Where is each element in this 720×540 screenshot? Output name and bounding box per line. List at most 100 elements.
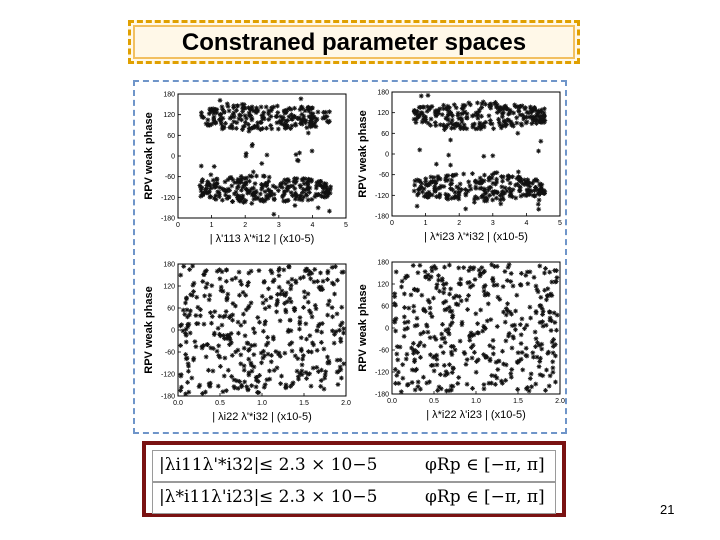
scatter-point [249, 343, 255, 348]
scatter-point [479, 194, 485, 200]
scatter-point [490, 277, 495, 282]
scatter-point [341, 330, 346, 336]
scatter-point [550, 369, 556, 375]
scatter-point [503, 103, 509, 109]
scatter-point [456, 193, 462, 199]
scatter-point [277, 318, 283, 324]
scatter-point [447, 308, 453, 314]
scatter-point [230, 177, 236, 183]
scatter-point [502, 269, 508, 274]
scatter-point [242, 379, 248, 385]
scatter-point [441, 362, 447, 368]
scatter-point [288, 107, 294, 112]
constraint-phase: φRp ∈ [−π, π] [425, 487, 545, 507]
scatter-point [266, 286, 271, 292]
scatter-point [278, 182, 284, 188]
scatter-point [310, 365, 316, 371]
scatter-point [258, 104, 264, 110]
y-tick-label: -120 [161, 372, 175, 379]
constraint-phase: φRp ∈ [−π, π] [425, 455, 545, 475]
scatter-point [425, 329, 431, 335]
scatter-point [467, 284, 473, 290]
scatter-point [440, 322, 445, 327]
scatter-point [258, 127, 263, 132]
scatter-point [218, 118, 224, 124]
scatter-point [483, 354, 489, 360]
scatter-point [295, 356, 301, 362]
scatter-point [292, 186, 298, 192]
scatter-point [415, 379, 421, 385]
scatter-point [217, 111, 223, 117]
scatter-point [246, 372, 252, 378]
y-tick-label: 120 [163, 112, 175, 119]
scatter-point [219, 104, 225, 110]
scatter-point [299, 362, 305, 368]
scatter-point [434, 285, 439, 291]
scatter-point [242, 123, 247, 129]
scatter-point [260, 173, 266, 179]
scatter-point [509, 345, 515, 351]
scatter-point [500, 196, 506, 202]
scatter-point [200, 279, 206, 284]
scatter-point [462, 187, 468, 192]
scatter-point [473, 369, 479, 375]
scatter-point [506, 262, 512, 268]
scatter-point [434, 362, 440, 368]
scatter-point [549, 318, 554, 324]
scatter-point [484, 318, 490, 324]
scatter-point [178, 373, 184, 379]
scatter-point [269, 106, 275, 112]
scatter-point [418, 184, 424, 190]
scatter-point [205, 181, 211, 187]
scatter-points [178, 263, 347, 397]
scatter-point [315, 205, 321, 211]
scatter-point [327, 109, 332, 115]
scatter-point [479, 101, 485, 107]
scatter-point [282, 350, 288, 356]
scatter-point [466, 293, 471, 298]
scatter-point [487, 356, 493, 362]
scatter-point [292, 203, 298, 208]
scatter-point [411, 350, 416, 356]
scatter-point [506, 331, 512, 336]
scatter-point [437, 288, 443, 294]
scatter-point [510, 334, 516, 340]
scatter-point [431, 368, 437, 374]
scatter-point [418, 93, 424, 99]
scatter-point [220, 288, 226, 294]
scatter-point [554, 312, 560, 318]
y-tick-label: 60 [381, 131, 389, 138]
scatter-point [235, 319, 241, 325]
scatter-point [415, 192, 420, 198]
scatter-point [412, 182, 418, 188]
scatter-point [305, 179, 311, 184]
scatter-point [464, 297, 470, 303]
scatter-point [229, 183, 235, 189]
scatter-point [518, 282, 524, 288]
scatter-point [286, 264, 292, 269]
scatter-point [513, 182, 518, 188]
scatter-point [266, 174, 272, 180]
scatter-point [318, 270, 323, 276]
scatter-point [246, 270, 252, 276]
scatter-point [438, 343, 444, 349]
scatter-point [215, 383, 221, 389]
scatter-point [533, 185, 538, 190]
scatter-point [263, 180, 268, 186]
scatter-point [240, 193, 246, 199]
scatter-point [284, 186, 290, 191]
scatter-point [249, 368, 255, 374]
scatter-point [204, 342, 210, 347]
scatter-point [445, 173, 451, 178]
y-tick-label: -60 [379, 172, 389, 179]
scatter-point [208, 345, 214, 351]
scatter-point [532, 329, 538, 335]
scatter-point [401, 291, 407, 297]
scatter-point [542, 287, 548, 293]
scatter-point [502, 319, 508, 325]
scatter-point [320, 183, 326, 189]
scatter-point [241, 311, 246, 317]
scatter-point [337, 364, 343, 370]
scatter-point [186, 389, 192, 395]
